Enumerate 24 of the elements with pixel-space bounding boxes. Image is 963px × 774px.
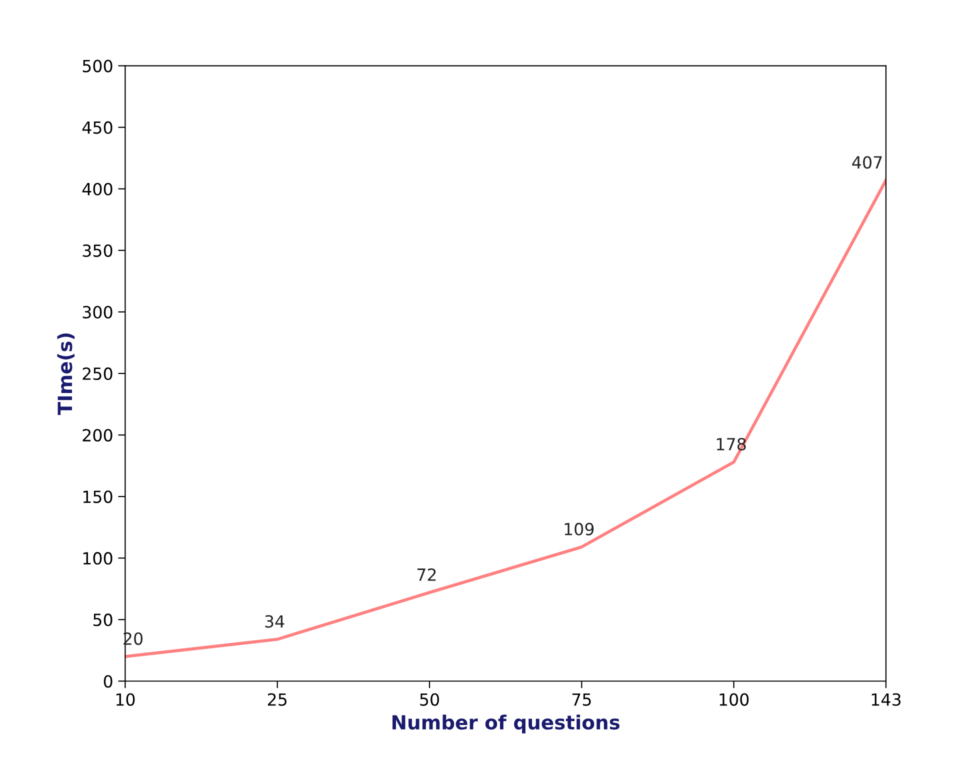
- data-label: 72: [417, 568, 436, 581]
- x-tick-label: 10: [116, 693, 135, 706]
- y-tick-label: 400: [82, 182, 112, 196]
- y-tick-label: 200: [82, 428, 112, 442]
- x-tick-label: 143: [872, 693, 901, 706]
- y-tick-label: 50: [93, 614, 112, 626]
- data-label: 109: [564, 522, 594, 536]
- x-tick-label: 100: [720, 693, 749, 706]
- y-axis-title: TIme(s): [57, 333, 75, 416]
- y-tick-label: 150: [83, 490, 112, 504]
- y-tick-label: 100: [83, 552, 112, 565]
- y-tick-label: 300: [82, 306, 112, 318]
- y-tick-label: 0: [104, 675, 112, 688]
- y-tick-label: 450: [82, 121, 112, 134]
- x-tick-label: 50: [420, 693, 439, 706]
- data-label: 407: [852, 156, 882, 169]
- line-series: [125, 178, 886, 658]
- y-tick-label: 350: [82, 244, 112, 257]
- data-label: 34: [265, 615, 284, 628]
- x-tick-label: 75: [572, 693, 591, 706]
- x-tick-label: 25: [268, 693, 286, 706]
- y-tick-label: 250: [82, 367, 112, 380]
- x-axis-title: Number of questions: [392, 714, 620, 734]
- y-tick-label: 500: [82, 60, 112, 72]
